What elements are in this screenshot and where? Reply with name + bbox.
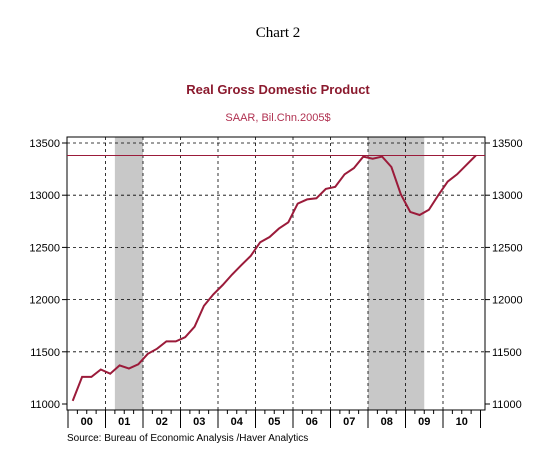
y-tick-label-left-13000: 13000: [29, 190, 60, 202]
y-tick-label-left-12000: 12000: [29, 295, 60, 307]
y-tick-label-left-11000: 11000: [30, 399, 60, 411]
x-tick-label-00: 00: [81, 416, 93, 428]
y-tick-label-right-11000: 11000: [492, 399, 522, 411]
series-line-real-gdp: [71, 154, 477, 402]
x-tick-label-08: 08: [381, 416, 393, 428]
chart-heading: Chart 2: [256, 25, 301, 41]
x-tick-label-10: 10: [456, 416, 468, 428]
y-tick-label-left-13500: 13500: [29, 138, 60, 150]
source-note: Source: Bureau of Economic Analysis /Hav…: [67, 433, 308, 444]
x-axis: 00 01 02 03 04 05 06 07 08 09 10: [81, 416, 468, 428]
x-tick-label-01: 01: [118, 416, 130, 428]
chart-subtitle: SAAR, Bil.Chn.2005$: [225, 112, 330, 124]
y-tick-label-right-13500: 13500: [492, 138, 523, 150]
y-tick-label-right-12500: 12500: [492, 242, 523, 254]
gridlines: [67, 137, 485, 410]
y-tick-label-left-11500: 11500: [30, 347, 60, 359]
x-tick-label-02: 02: [156, 416, 168, 428]
x-tick-label-09: 09: [418, 416, 430, 428]
y-tick-label-right-11500: 11500: [492, 347, 522, 359]
y-axis-left: 11000 11500 12000 12500 13000 13500: [29, 138, 60, 411]
plot-frame: [66, 136, 486, 411]
x-tick-label-04: 04: [231, 416, 244, 428]
recession-shading: [114, 137, 425, 410]
chart-title: Real Gross Domestic Product: [186, 82, 370, 97]
y-tick-label-right-13000: 13000: [492, 190, 523, 202]
x-tick-label-03: 03: [193, 416, 205, 428]
axis-ticks: [62, 142, 490, 428]
x-tick-label-07: 07: [343, 416, 355, 428]
x-tick-label-05: 05: [268, 416, 280, 428]
y-axis-right: 11000 11500 12000 12500 13000 13500: [492, 138, 523, 411]
y-tick-label-right-12000: 12000: [492, 295, 523, 307]
y-tick-label-left-12500: 12500: [29, 242, 60, 254]
x-tick-label-06: 06: [306, 416, 318, 428]
